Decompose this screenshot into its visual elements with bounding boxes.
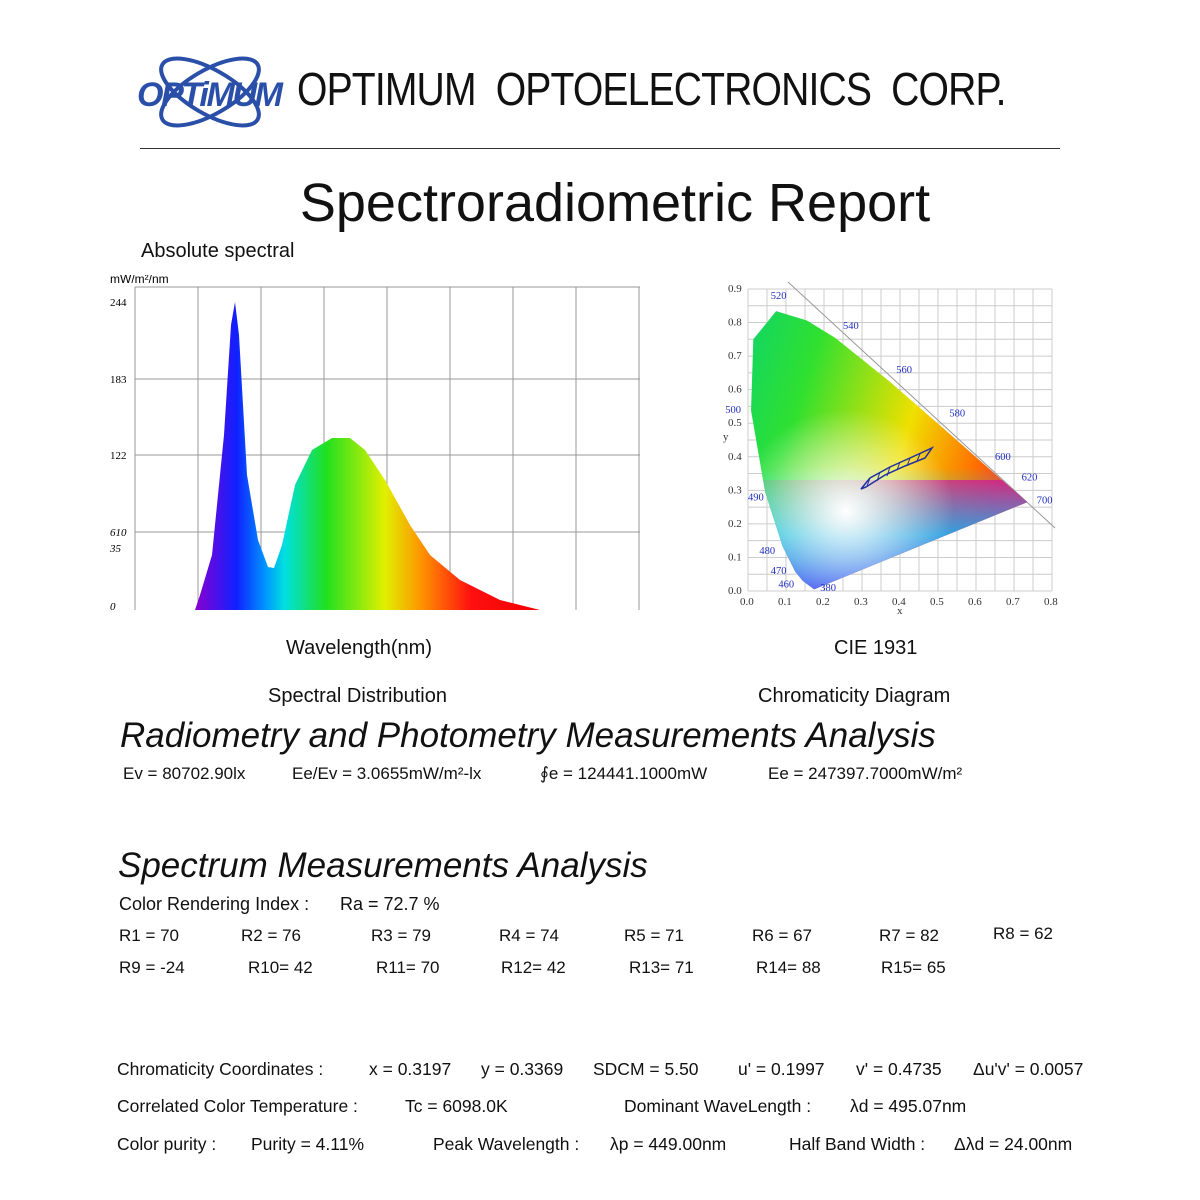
- detail-item: Color purity :: [117, 1134, 217, 1154]
- detail-item: Purity = 4.11%: [251, 1134, 364, 1154]
- radiometry-item: Ee/Ev = 3.0655mW/m²-lx: [292, 764, 482, 783]
- r-value: R9 = -24: [119, 958, 185, 977]
- y-tick-label: 35: [109, 543, 122, 555]
- y-tick-label: 244: [110, 297, 127, 309]
- wavelength-label: 500: [725, 405, 741, 416]
- wavelength-label: 600: [995, 452, 1011, 463]
- detail-item: v' = 0.4735: [856, 1059, 942, 1079]
- radiometry-heading: Radiometry and Photometry Measurements A…: [120, 716, 936, 755]
- x-tick-label: 0.0: [740, 596, 754, 608]
- title: Spectroradiometric Report: [299, 173, 931, 233]
- wavelength-label: 490: [748, 492, 764, 503]
- y-tick-label: 0.7: [728, 350, 742, 362]
- detail-item: Chromaticity Coordinates :: [117, 1059, 324, 1079]
- r-value: R6 = 67: [752, 926, 813, 945]
- x-tick-label: 0.7: [1006, 596, 1020, 608]
- unit-label: mW/m²/nm: [110, 275, 169, 286]
- r-value: R5 = 71: [624, 926, 685, 945]
- detail-item: Δu'v' = 0.0057: [973, 1059, 1084, 1079]
- detail-item: λd = 495.07nm: [850, 1096, 967, 1116]
- wavelength-label: 560: [896, 365, 912, 376]
- y-tick-label: 0.5: [728, 417, 742, 429]
- r-value: R15= 65: [881, 958, 946, 977]
- detail-item: x = 0.3197: [369, 1059, 452, 1079]
- logo-mark: OPTiMUM: [137, 56, 284, 128]
- r-value: R13= 71: [629, 958, 694, 977]
- detail-item: Tc = 6098.0K: [405, 1096, 508, 1116]
- x-tick-label: 0.3: [854, 596, 868, 608]
- x-tick-label: 0.8: [1044, 596, 1058, 608]
- y-tick-label: 0.8: [728, 317, 742, 329]
- x-tick-label: 0.1: [778, 596, 792, 608]
- locus-tangent: [787, 281, 1056, 529]
- wavelength-label: 580: [949, 408, 965, 419]
- cie-name: CIE 1931: [834, 637, 918, 659]
- y-tick-label: 183: [110, 374, 127, 386]
- logo-text: OPTiMUM: [137, 76, 284, 114]
- x-tick-label: 0.6: [968, 596, 982, 608]
- wavelength-label: 540: [843, 321, 859, 332]
- y-tick-label: 0.9: [728, 283, 742, 295]
- spectrum-curve: [195, 302, 540, 610]
- x-tick-label: 0.4: [892, 596, 906, 608]
- y-tick-label: 0: [110, 601, 116, 613]
- y-tick-label: 0.2: [728, 518, 742, 530]
- detail-item: Correlated Color Temperature :: [117, 1096, 358, 1116]
- wavelength-label: 480: [759, 546, 775, 557]
- r-value: R7 = 82: [879, 926, 940, 945]
- x-tick-label: 0.2: [816, 596, 830, 608]
- band-hatch: [866, 453, 921, 487]
- radiometry-item: Ee = 247397.7000mW/m²: [768, 764, 963, 783]
- r-value: R12= 42: [501, 958, 566, 977]
- wavelength-label: 460: [778, 580, 794, 591]
- y-tick-label: 0.3: [728, 484, 742, 496]
- divider: [140, 148, 1060, 149]
- ra-value: Ra = 72.7 %: [340, 894, 440, 914]
- y-tick-label: 0.1: [728, 551, 742, 563]
- radiometry-item: ∮e = 124441.1000mW: [540, 764, 708, 783]
- spectral-heading: Absolute spectral: [141, 240, 295, 262]
- y-tick-label: 122: [110, 450, 127, 462]
- y-tick-label: 610: [110, 527, 127, 539]
- wavelength-label: 470: [771, 566, 787, 577]
- wavelength-label: 700: [1037, 496, 1053, 507]
- cie-caption: Chromaticity Diagram: [758, 685, 951, 707]
- detail-item: Peak Wavelength :: [433, 1134, 580, 1154]
- y-tick-label: 0.0: [728, 585, 742, 597]
- detail-item: y = 0.3369: [481, 1059, 564, 1079]
- detail-item: u' = 0.1997: [738, 1059, 825, 1079]
- x-axis-label: Wavelength(nm): [286, 637, 432, 659]
- detail-item: Half Band Width :: [789, 1134, 926, 1154]
- radiometry-item: Ev = 80702.90lx: [123, 764, 246, 783]
- detail-item: Dominant WaveLength :: [624, 1096, 812, 1116]
- r-value: R3 = 79: [371, 926, 432, 945]
- spectral-chart: mW/m²/nm 244 183 122 610 35 0: [109, 275, 640, 613]
- y-axis-label: y: [723, 431, 729, 443]
- r-value: R11= 70: [376, 958, 440, 977]
- detail-item: Δλd = 24.00nm: [954, 1134, 1073, 1154]
- detail-item: SDCM = 5.50: [593, 1059, 699, 1079]
- r-value: R2 = 76: [241, 926, 302, 945]
- spectral-caption: Spectral Distribution: [268, 685, 447, 707]
- company-name: OPTIMUM OPTOELECTRONICS CORP.: [297, 63, 1007, 115]
- r-value: R8 = 62: [993, 924, 1054, 943]
- r-value: R4 = 74: [499, 926, 560, 945]
- r-value: R1 = 70: [119, 926, 180, 945]
- x-tick-label: 0.5: [930, 596, 944, 608]
- wavelength-label: 520: [771, 291, 787, 302]
- y-tick-label: 0.6: [728, 384, 742, 396]
- x-axis-label: x: [897, 605, 903, 617]
- cri-label: Color Rendering Index :: [119, 894, 310, 914]
- r-value: R14= 88: [756, 958, 821, 977]
- wavelength-label: 380: [820, 583, 836, 594]
- r-value: R10= 42: [248, 958, 313, 977]
- spectrum-heading: Spectrum Measurements Analysis: [118, 846, 648, 885]
- cie-chart: 0.0 0.1 0.2 0.3 0.4 0.5 0.6 0.7 0.8 0.9 0.0 0.1 0.2 0…: [723, 281, 1058, 617]
- detail-item: λp = 449.00nm: [610, 1134, 727, 1154]
- y-tick-label: 0.4: [728, 451, 742, 463]
- wavelength-label: 620: [1022, 472, 1038, 483]
